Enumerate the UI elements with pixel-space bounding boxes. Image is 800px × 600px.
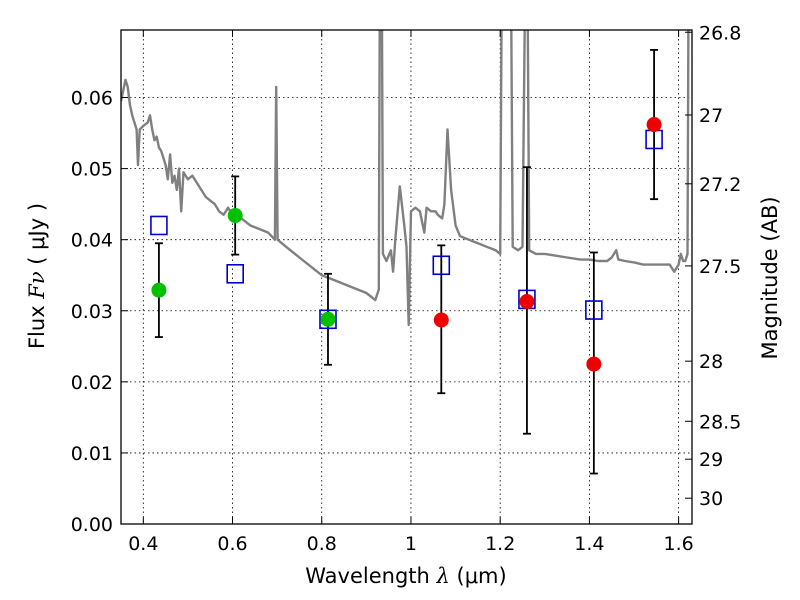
grid	[121, 30, 692, 524]
x-tick-label: 1.2	[485, 533, 515, 555]
model-photometry-layer	[150, 129, 663, 330]
y-tick-labels: 0.00 0.01 0.02 0.03 0.04 0.05 0.06	[71, 88, 113, 536]
x-tick-label: 0.6	[217, 533, 247, 555]
model-spectrum-layer	[121, 30, 690, 327]
x-tick-label: 1.4	[574, 533, 604, 555]
x-tick-label: 0.8	[307, 533, 337, 555]
model-photometry-square	[150, 215, 168, 236]
x-tick-label: 1.6	[664, 533, 694, 555]
y2-tick-label: 27	[699, 105, 723, 127]
y-tick-label: 0.02	[71, 372, 113, 394]
observed-point-red	[646, 117, 662, 133]
y-tick-label: 0.01	[71, 443, 113, 465]
y2-tick-label: 26.8	[699, 22, 741, 44]
observed-point-green	[227, 208, 243, 224]
model-spectrum-line	[121, 30, 690, 327]
y2-tick-label: 27.2	[699, 174, 741, 196]
y2-tick-labels: 26.8 27 27.2 27.5 28 28.5 29 30	[699, 22, 741, 510]
model-photometry-square	[226, 264, 244, 284]
tick-marks	[121, 30, 692, 525]
y2-axis-label: Magnitude (AB)	[758, 196, 782, 359]
y-tick-label: 0.00	[71, 514, 113, 536]
y-tick-label: 0.03	[71, 301, 113, 323]
y2-tick-label: 27.5	[699, 256, 741, 278]
plot-frame	[120, 29, 693, 525]
x-tick-label: 1	[405, 533, 417, 555]
y2-tick-label: 30	[699, 488, 723, 510]
y2-tick-label: 29	[699, 449, 723, 471]
observed-point-red	[433, 312, 449, 328]
x-tick-labels: 0.4 0.6 0.8 1 1.2 1.4 1.6	[128, 533, 694, 555]
x-axis-label: Wavelength λ (μm)	[305, 564, 506, 588]
y2-tick-label: 28.5	[699, 411, 741, 433]
y-tick-label: 0.04	[71, 230, 113, 252]
y-axis-label: Flux Fν ( μJy )	[25, 203, 49, 349]
model-photometry-square	[432, 255, 451, 276]
y-tick-label: 0.06	[71, 88, 113, 110]
observed-point-red	[519, 294, 535, 310]
x-tick-label: 0.4	[128, 533, 158, 555]
observed-point-green	[320, 311, 336, 327]
observed-point-red	[586, 356, 602, 372]
observed-point-green	[151, 282, 167, 298]
observed-flux-layer	[151, 117, 662, 372]
model-photometry-square	[585, 300, 603, 320]
y2-tick-label: 28	[699, 351, 723, 373]
y-tick-label: 0.05	[71, 159, 113, 181]
model-photometry-square	[319, 309, 337, 330]
